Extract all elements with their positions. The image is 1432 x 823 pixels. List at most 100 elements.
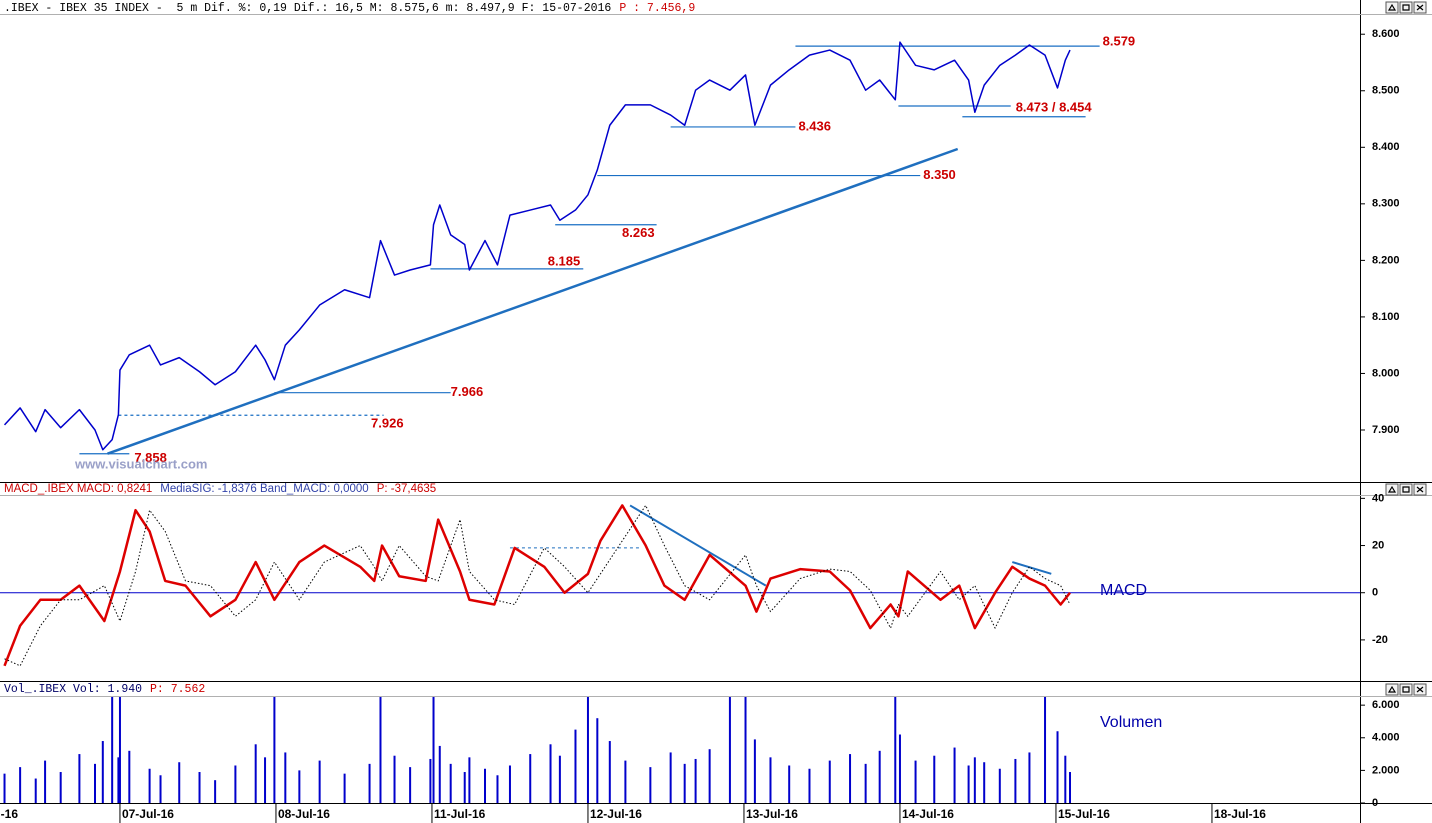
volume-bar — [624, 760, 627, 803]
close-button[interactable] — [1413, 683, 1427, 696]
scroll-up-button[interactable] — [1385, 483, 1399, 496]
volume-bar — [894, 697, 897, 803]
level-label: 8.350 — [923, 167, 956, 182]
volume-bar — [379, 697, 382, 803]
header-part: P : 7.456,9 — [619, 2, 695, 15]
level-label: 7.858 — [134, 450, 167, 465]
y-tick-label: 40 — [1372, 492, 1384, 504]
volume-bar — [298, 770, 301, 803]
volume-bar — [101, 741, 104, 803]
scroll-up-button[interactable] — [1385, 1, 1399, 14]
panel-header: .IBEX - IBEX 35 INDEX - 5 m Dif. %: 0,19… — [4, 2, 695, 15]
maximize-button[interactable] — [1399, 483, 1413, 496]
volume-bar — [463, 772, 466, 803]
volume-bar — [558, 755, 561, 803]
volume-bar — [429, 758, 432, 803]
header-part: .IBEX - IBEX 35 INDEX - 5 m Dif. %: 0,19… — [4, 2, 611, 15]
header-part: P: -37,4635 — [377, 483, 436, 495]
volume-bar — [432, 697, 435, 803]
volume-bar — [973, 757, 976, 803]
volume-bar — [264, 757, 267, 803]
volume-bar — [3, 773, 6, 803]
volume-bar — [318, 760, 321, 803]
series-line — [3, 41, 1071, 451]
y-tick-label: 8.400 — [1372, 141, 1400, 153]
header-part: Vol_.IBEX Vol: 1.940 — [4, 683, 142, 696]
level-label: 7.966 — [451, 384, 484, 399]
volume-bar — [148, 768, 151, 803]
volume-bar — [953, 747, 956, 803]
volume-bar — [78, 754, 81, 803]
trend-line — [107, 147, 959, 455]
volume-bar — [368, 763, 371, 803]
maximize-button[interactable] — [1399, 1, 1413, 14]
x-tick-label: 12-Jul-16 — [590, 807, 642, 821]
volume-bar — [864, 763, 867, 803]
volume-bar — [284, 752, 287, 803]
volume-bar — [254, 744, 257, 803]
panel-0-buttons — [1385, 1, 1427, 14]
volume-bar — [914, 760, 917, 803]
y-tick-label: 6.000 — [1372, 699, 1400, 711]
x-tick-label: 06-Jul-16 — [0, 807, 18, 821]
y-tick-label: 0 — [1372, 797, 1378, 809]
volume-bar — [788, 765, 791, 803]
volume-bar — [111, 697, 114, 803]
header-part: P: 7.562 — [150, 683, 205, 696]
volume-bar — [94, 763, 97, 803]
volume-bar — [574, 729, 577, 803]
volume-bar — [178, 762, 181, 803]
volume-bar — [1014, 758, 1017, 803]
volume-bar — [393, 755, 396, 803]
window-buttons — [1385, 1, 1427, 696]
volume-bar — [849, 754, 852, 803]
y-tick-label: 7.900 — [1372, 424, 1400, 436]
volume-bar — [529, 754, 532, 803]
y-tick-label: 8.100 — [1372, 311, 1400, 323]
scroll-up-button[interactable] — [1385, 683, 1399, 696]
volume-bar — [234, 765, 237, 803]
volume-bar — [198, 772, 201, 803]
panel-2-buttons — [1385, 683, 1427, 696]
panel-label: MACD — [1100, 582, 1147, 599]
volume-bar — [898, 734, 901, 803]
volume-bar — [683, 763, 686, 803]
volume-bar — [669, 752, 672, 803]
volume-bar — [878, 750, 881, 803]
y-tick-label: 4.000 — [1372, 732, 1400, 744]
x-tick-label: 15-Jul-16 — [1058, 807, 1110, 821]
volume-bar — [484, 768, 487, 803]
panel-label: Volumen — [1100, 714, 1162, 731]
volume-bar — [983, 762, 986, 803]
header-part: MediaSIG: -1,8376 Band_MACD: 0,0000 — [160, 483, 368, 495]
volume-bar — [343, 773, 346, 803]
volume-bar — [1056, 731, 1059, 803]
y-tick-label: 8.000 — [1372, 367, 1400, 379]
y-tick-label: 8.500 — [1372, 85, 1400, 97]
x-tick-label: 13-Jul-16 — [746, 807, 798, 821]
volume-bar — [118, 697, 121, 803]
trend-line — [629, 504, 767, 587]
volume-bar — [596, 718, 599, 803]
volume-bar — [19, 767, 22, 803]
close-button[interactable] — [1413, 1, 1427, 14]
panel-headers: .IBEX - IBEX 35 INDEX - 5 m Dif. %: 0,19… — [4, 2, 695, 696]
volume-bar — [1028, 752, 1031, 803]
volume-bar — [549, 744, 552, 803]
level-label: 8.579 — [1103, 34, 1136, 49]
volume-panel — [3, 697, 1071, 803]
volume-bar — [828, 760, 831, 803]
volume-bar — [34, 778, 37, 803]
volume-bar — [694, 758, 697, 803]
volume-bar — [728, 697, 731, 803]
volume-bar — [753, 739, 756, 803]
volume-bar — [1044, 697, 1047, 803]
level-label: 8.185 — [548, 253, 581, 268]
volume-bar — [159, 775, 162, 803]
maximize-button[interactable] — [1399, 683, 1413, 696]
volume-bar — [468, 757, 471, 803]
close-button[interactable] — [1413, 483, 1427, 496]
header-part: MACD_.IBEX MACD: 0,8241 — [4, 483, 152, 495]
panel-header: MACD_.IBEX MACD: 0,8241 MediaSIG: -1,8376… — [4, 483, 436, 495]
